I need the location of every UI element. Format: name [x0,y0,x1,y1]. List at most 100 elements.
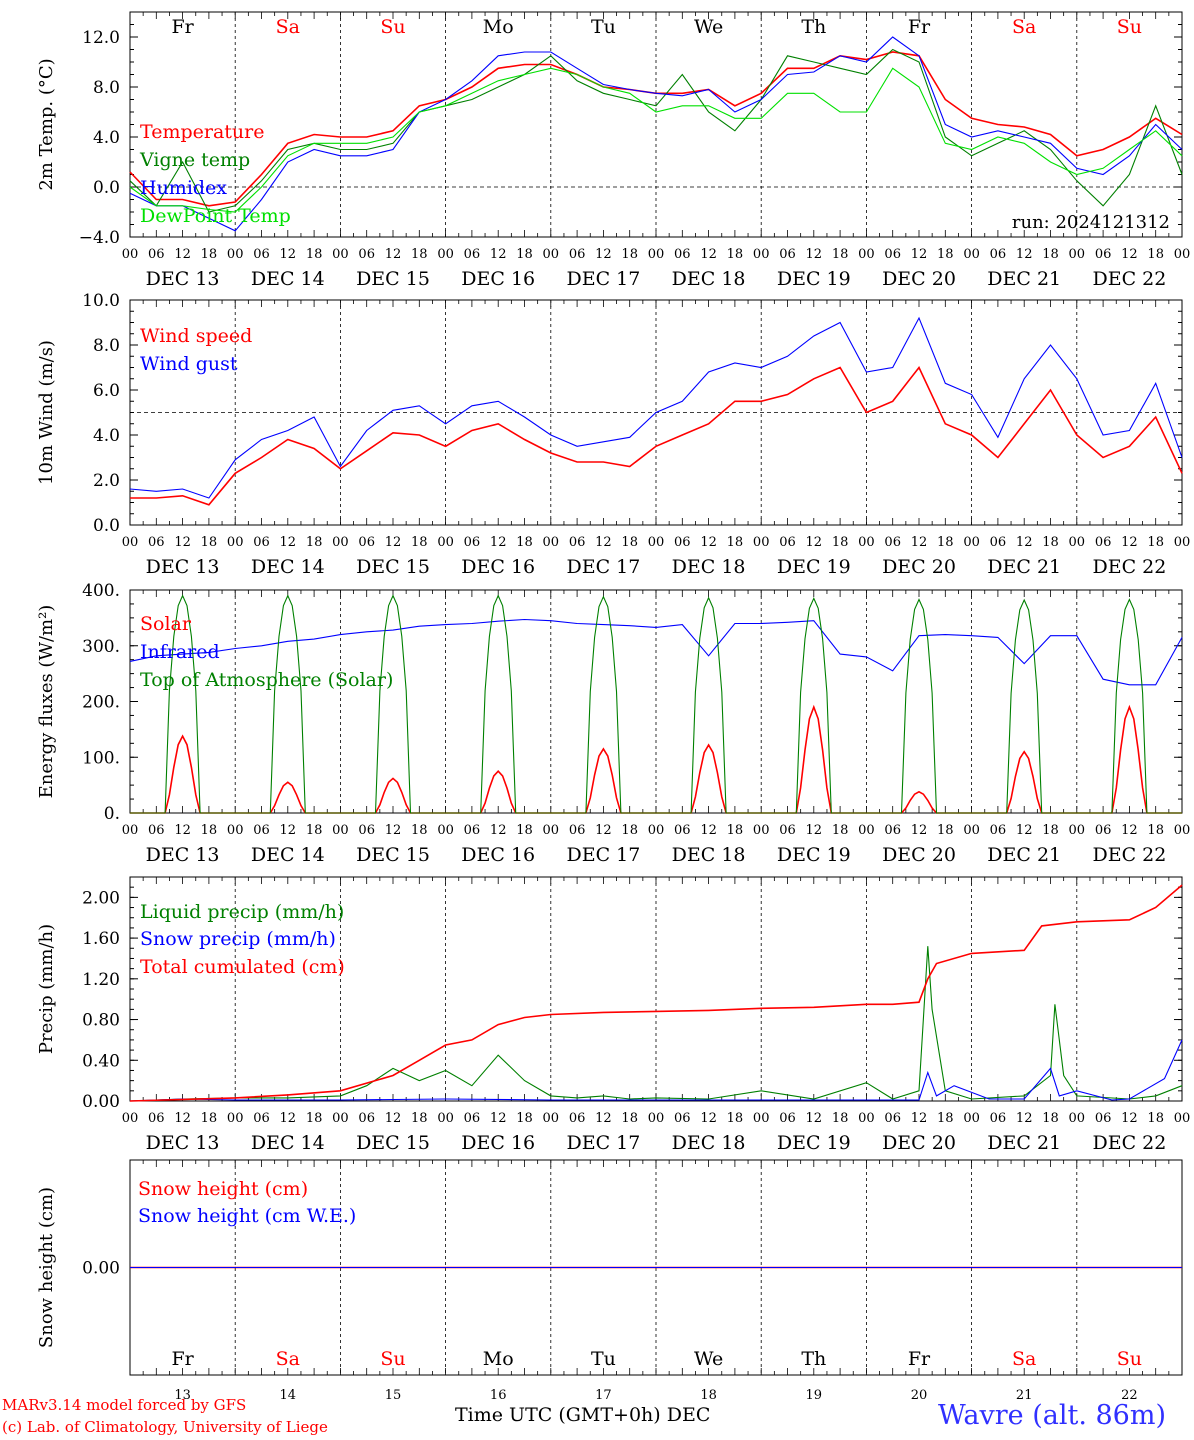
x-hour-label: 12 [595,1111,612,1126]
x-hour-label: 12 [1016,535,1033,550]
weekday-label: Fr [171,16,194,38]
x-hour-label: 00 [1069,1111,1086,1126]
x-hour-label: 12 [174,247,191,262]
x-hour-label: 06 [464,247,481,262]
weekday-label: Mo [483,16,514,38]
x-hour-label: 18 [621,1111,638,1126]
weekday-label: Sa [276,1348,300,1370]
x-hour-label: 06 [1095,1111,1112,1126]
x-hour-label: 18 [516,1111,533,1126]
x-date-label: DEC 18 [672,268,746,290]
x-hour-label: 18 [937,823,954,838]
legend-label: Snow height (cm) [138,1178,308,1200]
x-hour-label: 06 [358,247,375,262]
x-hour-label: 00 [753,535,770,550]
x-hour-label: 18 [411,247,428,262]
x-hour-label: 00 [1069,535,1086,550]
x-hour-label: 06 [990,1111,1007,1126]
x-hour-label: 18 [832,1111,849,1126]
x-date-label: DEC 20 [882,844,956,866]
x-hour-label: 18 [621,823,638,838]
x-hour-label: 18 [306,1111,323,1126]
x-hour-label: 06 [148,247,165,262]
x-hour-label: 12 [1016,823,1033,838]
x-hour-label: 06 [358,535,375,550]
x-hour-label: 00 [332,1111,349,1126]
x-date-label: DEC 17 [566,268,640,290]
x-hour-label: 18 [1147,1111,1164,1126]
x-hour-label: 18 [727,535,744,550]
x-hour-label: 00 [437,1111,454,1126]
x-hour-label: 12 [385,1111,402,1126]
x-hour-label: 12 [174,1111,191,1126]
x-hour-label: 00 [227,1111,244,1126]
x-date-label: DEC 22 [1092,844,1166,866]
x-hour-label: 18 [621,247,638,262]
x-hour-label: 12 [490,823,507,838]
x-hour-label: 00 [858,247,875,262]
y-tick-label: 100. [82,748,120,768]
weekday-label: Fr [908,1348,931,1370]
x-hour-label: 12 [806,247,823,262]
x-hour-label: 06 [990,247,1007,262]
plot-frame [129,589,1183,814]
x-date-label: DEC 16 [461,1132,535,1154]
x-hour-label: 18 [201,823,218,838]
x-hour-label: 06 [148,1111,165,1126]
x-hour-label: 06 [1095,823,1112,838]
x-hour-label: 12 [1016,1111,1033,1126]
x-hour-label: 06 [253,535,270,550]
x-hour-label: 00 [122,1111,139,1126]
x-date-label: DEC 16 [461,844,535,866]
x-hour-label: 06 [884,247,901,262]
series-line-dewpoint-temp [129,67,1183,213]
x-hour-label: 12 [280,247,297,262]
x-hour-label: 06 [674,247,691,262]
model-credit-line2: (c) Lab. of Climatology, University of L… [2,1418,328,1436]
x-hour-label: 06 [464,1111,481,1126]
x-hour-label: 18 [1147,823,1164,838]
y-axis-label: 2m Temp. (°C) [36,58,57,190]
panel-snow: 0.00 Snow height (cm) Snow height (cm) Snow… [36,1159,1183,1376]
y-tick-label: 6.0 [93,381,120,401]
x-date-label: DEC 20 [882,1132,956,1154]
y-tick-label: −4.0 [79,228,120,248]
series-line-liquid-precip-mm-h- [129,946,1183,1102]
y-tick-label: 0.00 [82,1259,120,1279]
x-date-label: DEC 19 [777,1132,851,1154]
y-axis-label: 10m Wind (m/s) [36,340,57,485]
x-hour-label: 12 [490,1111,507,1126]
x-hour-label: 18 [306,823,323,838]
x-date-label: DEC 16 [461,556,535,578]
x-hour-label: 06 [990,823,1007,838]
x-date-label: DEC 18 [672,844,746,866]
x-axis-title: Time UTC (GMT+0h) DEC [455,1404,711,1426]
x-hour-label: 00 [858,823,875,838]
x-hour-label: 18 [727,823,744,838]
x-hour-label: 06 [148,823,165,838]
y-tick-label: 1.60 [82,929,120,949]
legend-label: Wind gust [140,353,238,375]
x-hour-label: 00 [332,247,349,262]
x-date-label: DEC 14 [251,268,325,290]
x-hour-label: 00 [648,247,665,262]
series-line-infrared [129,618,1183,686]
x-hour-label: 18 [516,247,533,262]
x-hour-label: 06 [253,1111,270,1126]
x-hour-label: 18 [727,247,744,262]
x-hour-label: 06 [148,535,165,550]
x-hour-label: 06 [569,1111,586,1126]
y-tick-label: 8.0 [93,78,120,98]
weekday-label: Fr [908,16,931,38]
x-hour-label: 00 [858,535,875,550]
x-hour-label: 12 [595,823,612,838]
x-hour-label: 00 [543,1111,560,1126]
y-tick-label: 0. [104,804,120,824]
y-axis-label: Precip (mm/h) [36,924,57,1054]
weekday-label: Su [380,1348,405,1370]
x-hour-label: 06 [779,823,796,838]
x-hour-label: 18 [306,247,323,262]
x-hour-label: 00 [648,535,665,550]
y-tick-label: 0.80 [82,1011,120,1031]
x-hour-label: 12 [806,535,823,550]
